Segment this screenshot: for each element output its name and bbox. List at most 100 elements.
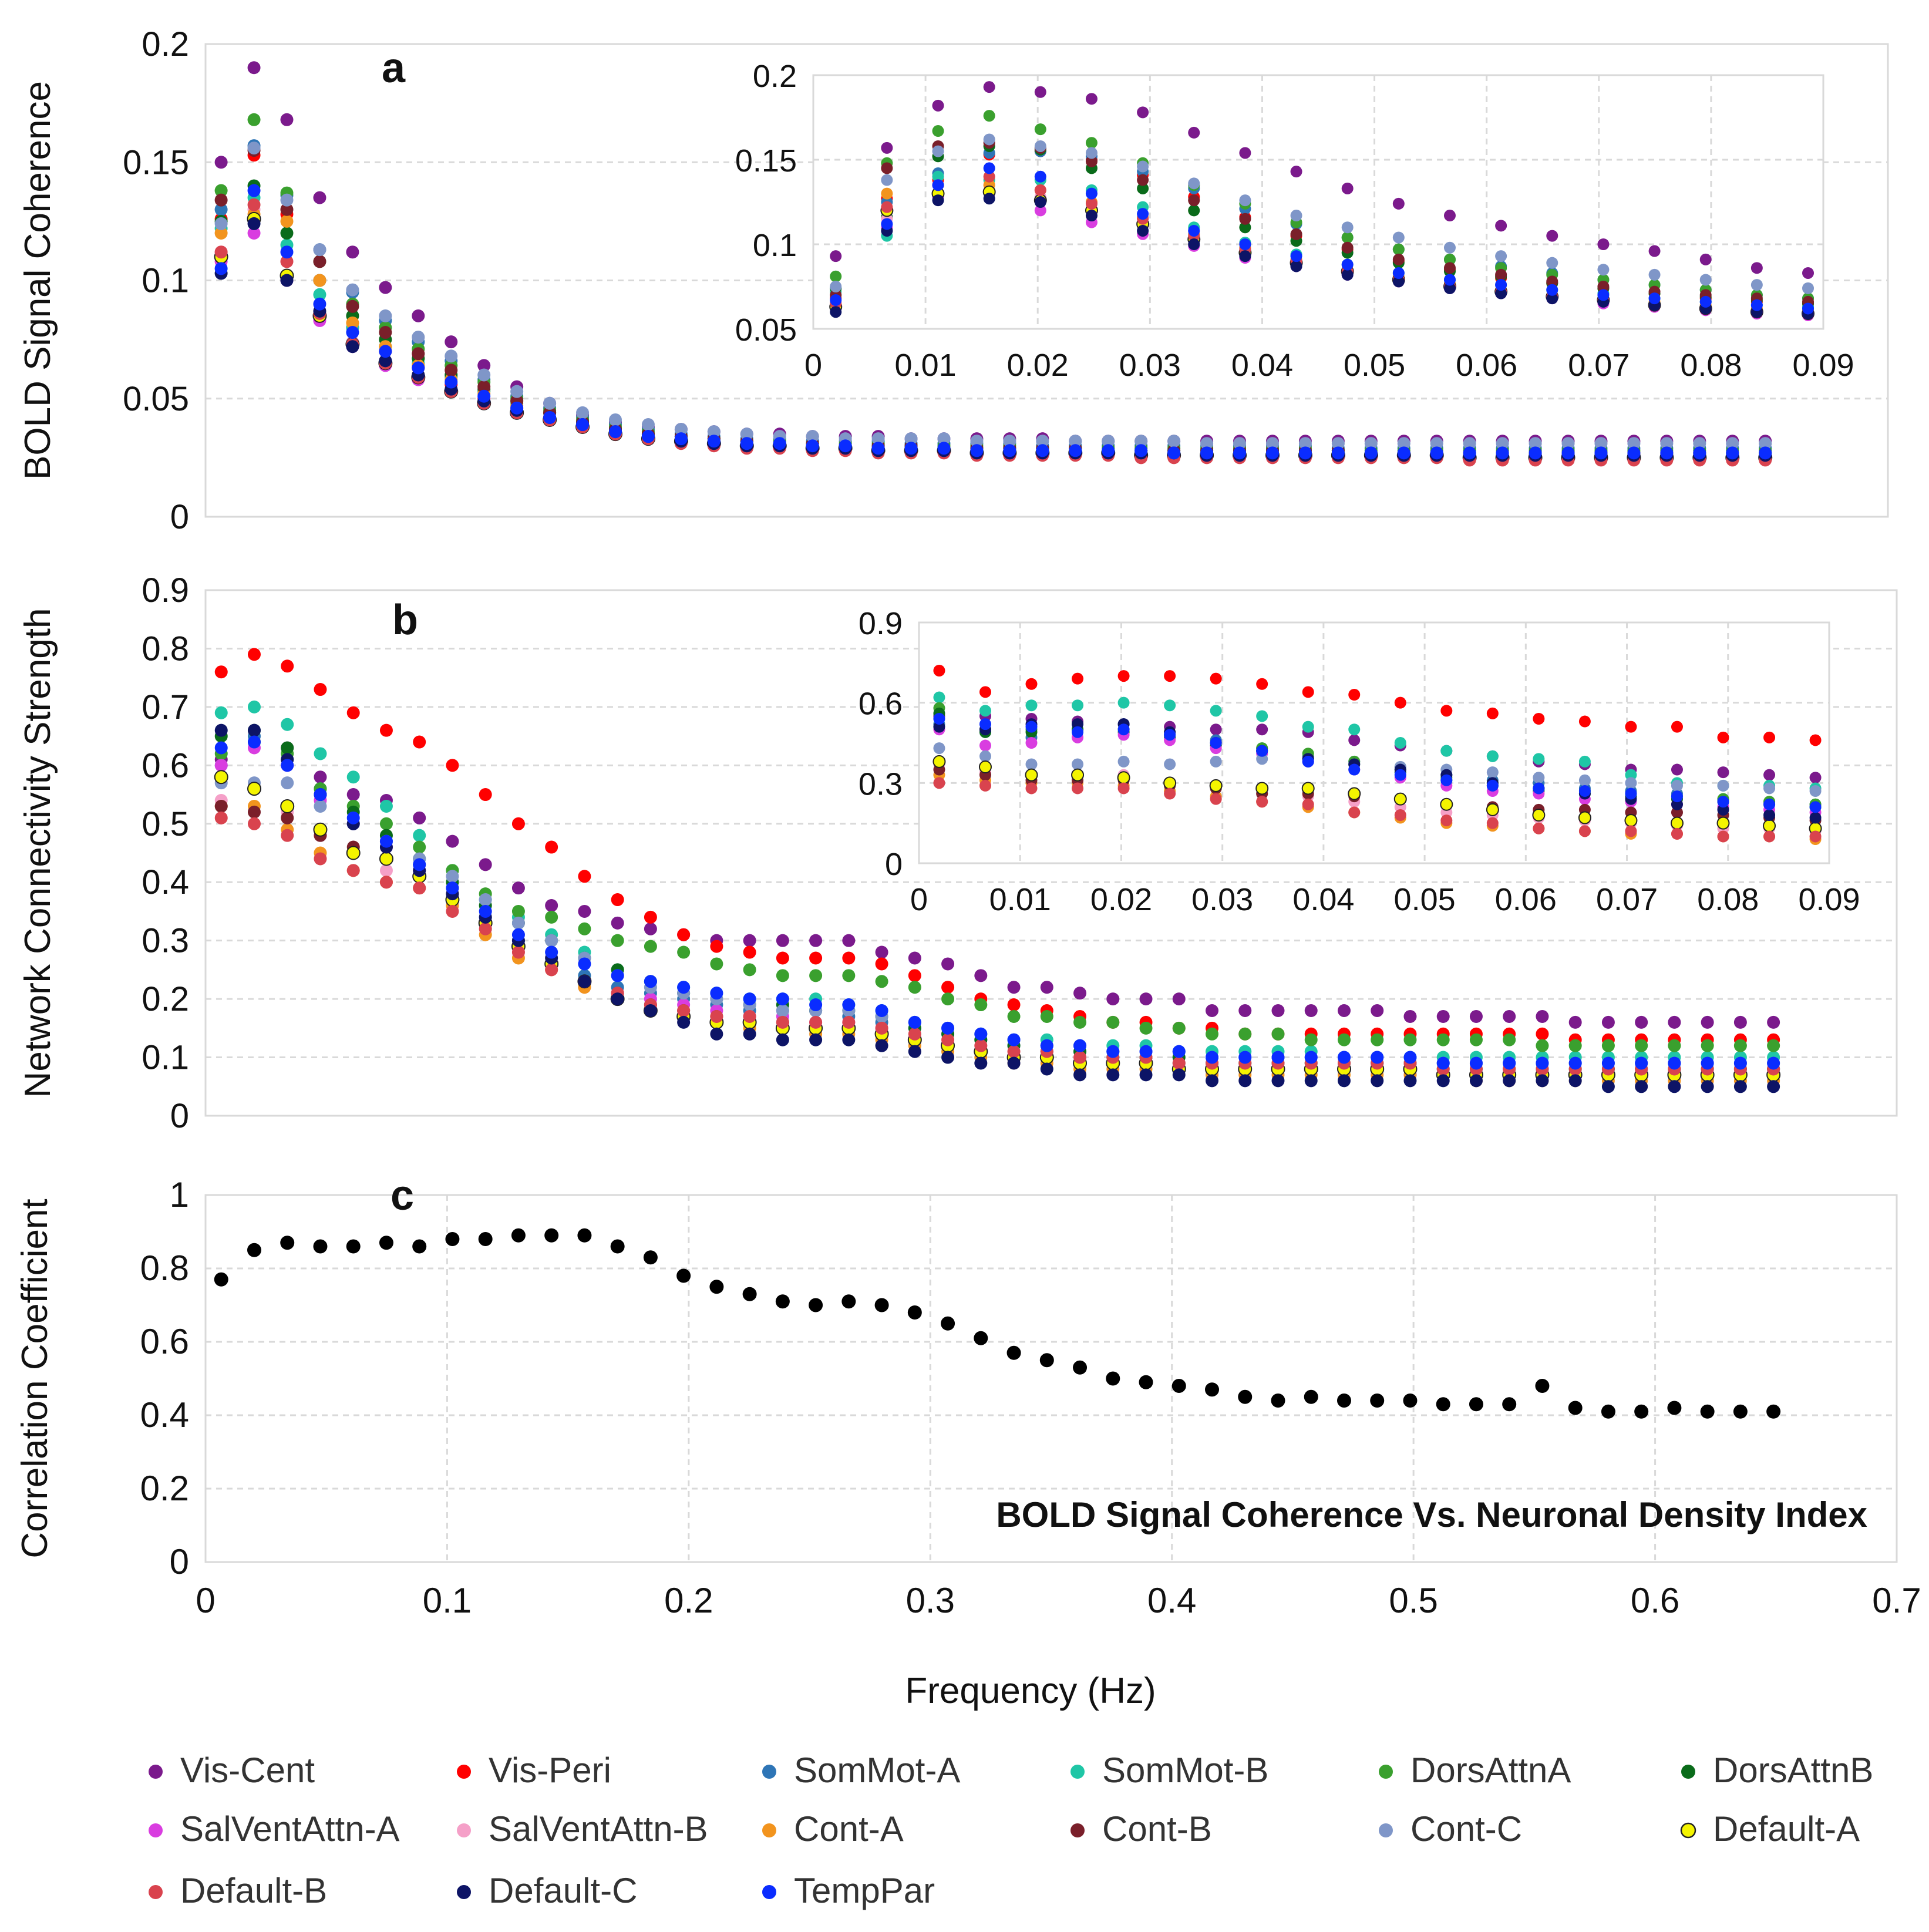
data-point	[1304, 1004, 1318, 1017]
data-point	[1578, 811, 1591, 824]
data-point	[543, 396, 557, 410]
data-point	[1403, 1394, 1418, 1408]
data-point	[346, 283, 359, 297]
data-point	[1256, 710, 1268, 722]
data-point	[1238, 1389, 1253, 1404]
data-point	[1167, 435, 1181, 448]
legend-label: TempPar	[794, 1871, 935, 1910]
data-point	[1601, 1039, 1615, 1052]
data-point	[1436, 1033, 1450, 1046]
data-point	[445, 375, 458, 389]
panel-a-inset-series-cont-c	[830, 133, 1814, 294]
data-point	[1726, 446, 1739, 460]
data-point	[379, 281, 392, 294]
data-point	[941, 1051, 955, 1064]
data-point	[611, 969, 624, 982]
data-point	[941, 1316, 955, 1331]
panel-b-inset-series-vis-peri	[933, 665, 1822, 746]
data-point	[1397, 437, 1410, 450]
data-point	[1536, 1056, 1549, 1070]
data-point	[908, 969, 921, 982]
data-point	[477, 380, 491, 393]
data-point	[875, 975, 888, 988]
data-point	[1139, 992, 1153, 1006]
data-point	[1701, 1080, 1714, 1093]
data-point	[1348, 723, 1361, 736]
data-point	[1443, 241, 1456, 254]
data-point	[1763, 798, 1776, 810]
data-point	[677, 928, 691, 941]
data-point	[611, 916, 624, 930]
data-point	[1301, 782, 1315, 795]
data-point	[1750, 262, 1763, 274]
data-point	[830, 250, 842, 262]
panel-c-x-tick-label: 0.6	[1631, 1581, 1679, 1620]
data-point	[974, 1056, 988, 1070]
data-point	[1625, 787, 1637, 800]
data-point	[806, 430, 819, 443]
legend-label: SalVentAttn-A	[180, 1809, 400, 1849]
data-point	[677, 945, 691, 959]
data-point	[1200, 446, 1214, 460]
data-point	[1188, 238, 1200, 250]
data-point	[1601, 1080, 1615, 1093]
data-point	[1371, 1004, 1384, 1017]
data-point	[608, 413, 622, 426]
data-point	[1546, 284, 1558, 296]
data-point	[1546, 275, 1558, 288]
data-point	[1117, 696, 1130, 709]
data-point	[881, 218, 893, 230]
data-point	[247, 817, 261, 830]
data-point	[1167, 446, 1181, 460]
data-point	[280, 1236, 295, 1250]
data-point	[1568, 1039, 1582, 1052]
data-point	[809, 934, 823, 947]
data-point	[1502, 1397, 1517, 1412]
data-point	[1040, 1009, 1053, 1023]
data-point	[543, 410, 557, 424]
data-point	[1597, 238, 1610, 250]
data-point	[1302, 721, 1314, 733]
data-point	[1625, 825, 1637, 837]
data-point	[346, 299, 359, 313]
data-point	[1536, 1027, 1549, 1041]
data-point	[1503, 1009, 1516, 1023]
data-point	[775, 1294, 790, 1309]
data-point	[842, 951, 856, 965]
data-point	[1206, 1074, 1219, 1088]
panel-b-inset-x-tick-label: 0.09	[1798, 882, 1860, 917]
data-point	[1040, 1039, 1053, 1052]
data-point	[1085, 137, 1098, 149]
panel-c-y-tick-label: 0.4	[140, 1395, 189, 1435]
data-point	[247, 227, 261, 240]
data-point	[881, 187, 893, 200]
panel-c-x-tick-label: 0.3	[906, 1581, 955, 1620]
data-point	[1102, 444, 1115, 457]
data-point	[1210, 705, 1222, 717]
data-point	[974, 969, 988, 982]
data-point	[346, 316, 359, 329]
data-point	[446, 904, 459, 918]
data-point	[314, 788, 327, 802]
panel-b-y-tick-label: 0.8	[142, 630, 189, 668]
legend-label: Cont-A	[794, 1809, 904, 1849]
data-point	[510, 385, 524, 398]
data-point	[1667, 1401, 1682, 1415]
data-point	[1034, 140, 1046, 152]
panel-c-label: c	[390, 1172, 414, 1219]
panel-c-y-tick-label: 0.2	[140, 1469, 189, 1508]
data-point	[641, 430, 655, 443]
data-point	[1239, 194, 1251, 207]
data-point	[281, 811, 294, 824]
panel-b-y-tick-label: 0.6	[142, 746, 189, 785]
data-point	[1635, 1056, 1648, 1070]
legend-item: SomMot-B	[1070, 1751, 1268, 1790]
data-point	[932, 125, 944, 137]
data-point	[1331, 446, 1345, 460]
data-point	[1578, 825, 1591, 837]
data-point	[983, 170, 995, 183]
data-point	[1568, 1401, 1583, 1415]
data-point	[1117, 670, 1130, 682]
data-point	[875, 1004, 888, 1017]
data-point	[1763, 819, 1776, 833]
